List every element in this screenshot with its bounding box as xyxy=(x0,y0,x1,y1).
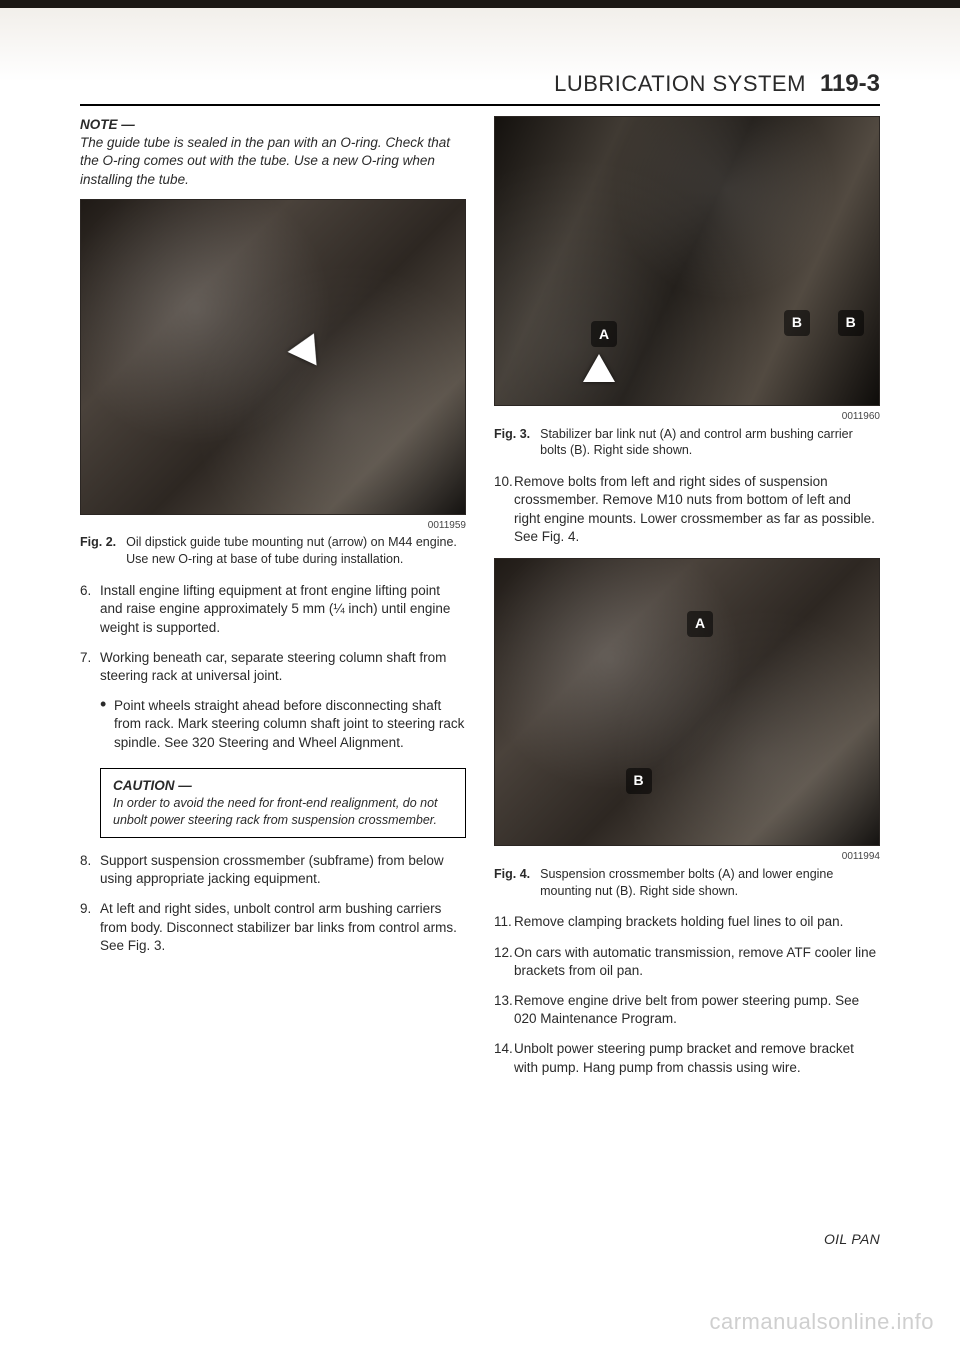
note-block: NOTE — The guide tube is sealed in the p… xyxy=(80,116,466,189)
page: LUBRICATION SYSTEM 119-3 NOTE — The guid… xyxy=(0,0,960,1357)
caution-body: In order to avoid the need for front-end… xyxy=(113,795,453,829)
step-number: 8. xyxy=(80,852,100,888)
step-number: 6. xyxy=(80,582,100,637)
step-number: 12. xyxy=(494,944,514,980)
figure-4-label: Fig. 4. xyxy=(494,866,530,900)
step-body: Support suspension crossmember (subframe… xyxy=(100,852,466,888)
left-column: NOTE — The guide tube is sealed in the p… xyxy=(80,116,466,1227)
figure-2-label: Fig. 2. xyxy=(80,534,116,568)
step-7: 7. Working beneath car, separate steerin… xyxy=(80,649,466,685)
marker-b: B xyxy=(626,768,652,794)
step-8: 8. Support suspension crossmember (subfr… xyxy=(80,852,466,888)
step-6: 6. Install engine lifting equipment at f… xyxy=(80,582,466,637)
figure-4-caption: Fig. 4. Suspension crossmember bolts (A)… xyxy=(494,866,880,900)
bullet-body: Point wheels straight ahead before disco… xyxy=(114,697,466,752)
figure-4-photo: A B xyxy=(494,558,880,846)
figure-4-id: 0011994 xyxy=(494,850,880,864)
watermark: carmanualsonline.info xyxy=(709,1309,934,1335)
note-label: NOTE — xyxy=(80,117,135,132)
note-body: The guide tube is sealed in the pan with… xyxy=(80,135,450,186)
step-14: 14. Unbolt power steering pump bracket a… xyxy=(494,1040,880,1076)
step-body: Unbolt power steering pump bracket and r… xyxy=(514,1040,880,1076)
footer-section-title: OIL PAN xyxy=(824,1231,880,1247)
photo-texture xyxy=(495,117,879,405)
step-10: 10. Remove bolts from left and right sid… xyxy=(494,473,880,546)
arrow-icon xyxy=(583,354,615,382)
header-page-number: 119-3 xyxy=(820,70,880,98)
photo-texture xyxy=(495,559,879,845)
marker-b: B xyxy=(838,310,864,336)
figure-2-photo xyxy=(80,199,466,515)
scan-top-edge xyxy=(0,0,960,8)
step-number: 9. xyxy=(80,900,100,955)
figure-3-caption: Fig. 3. Stabilizer bar link nut (A) and … xyxy=(494,426,880,460)
step-body: Remove clamping brackets holding fuel li… xyxy=(514,913,880,931)
marker-a: A xyxy=(687,611,713,637)
step-number: 10. xyxy=(494,473,514,546)
marker-b: B xyxy=(784,310,810,336)
step-body: On cars with automatic transmission, rem… xyxy=(514,944,880,980)
header-title: LUBRICATION SYSTEM xyxy=(554,71,806,97)
step-9: 9. At left and right sides, unbolt contr… xyxy=(80,900,466,955)
marker-a: A xyxy=(591,321,617,347)
photo-texture xyxy=(81,200,465,514)
step-body: Remove engine drive belt from power stee… xyxy=(514,992,880,1028)
figure-3-id: 0011960 xyxy=(494,410,880,424)
figure-3-text: Stabilizer bar link nut (A) and control … xyxy=(540,426,880,460)
step-number: 13. xyxy=(494,992,514,1028)
figure-2-caption: Fig. 2. Oil dipstick guide tube mounting… xyxy=(80,534,466,568)
figure-2-text: Oil dipstick guide tube mounting nut (ar… xyxy=(126,534,466,568)
figure-2-id: 0011959 xyxy=(80,519,466,533)
step-number: 14. xyxy=(494,1040,514,1076)
figure-3-label: Fig. 3. xyxy=(494,426,530,460)
figure-3-photo: A B B xyxy=(494,116,880,406)
caution-box: CAUTION — In order to avoid the need for… xyxy=(100,768,466,838)
right-column: A B B 0011960 Fig. 3. Stabilizer bar lin… xyxy=(494,116,880,1227)
step-body: At left and right sides, unbolt control … xyxy=(100,900,466,955)
step-12: 12. On cars with automatic transmission,… xyxy=(494,944,880,980)
bullet-icon: • xyxy=(100,697,114,752)
figure-4-text: Suspension crossmember bolts (A) and low… xyxy=(540,866,880,900)
content-columns: NOTE — The guide tube is sealed in the p… xyxy=(80,116,880,1227)
page-header: LUBRICATION SYSTEM 119-3 xyxy=(80,70,880,106)
caution-label: CAUTION — xyxy=(113,777,453,795)
step-11: 11. Remove clamping brackets holding fue… xyxy=(494,913,880,931)
step-body: Working beneath car, separate steering c… xyxy=(100,649,466,685)
step-number: 11. xyxy=(494,913,514,931)
step-13: 13. Remove engine drive belt from power … xyxy=(494,992,880,1028)
step-body: Install engine lifting equipment at fron… xyxy=(100,582,466,637)
step-number: 7. xyxy=(80,649,100,685)
step-body: Remove bolts from left and right sides o… xyxy=(514,473,880,546)
step-7-bullet: • Point wheels straight ahead before dis… xyxy=(80,697,466,752)
